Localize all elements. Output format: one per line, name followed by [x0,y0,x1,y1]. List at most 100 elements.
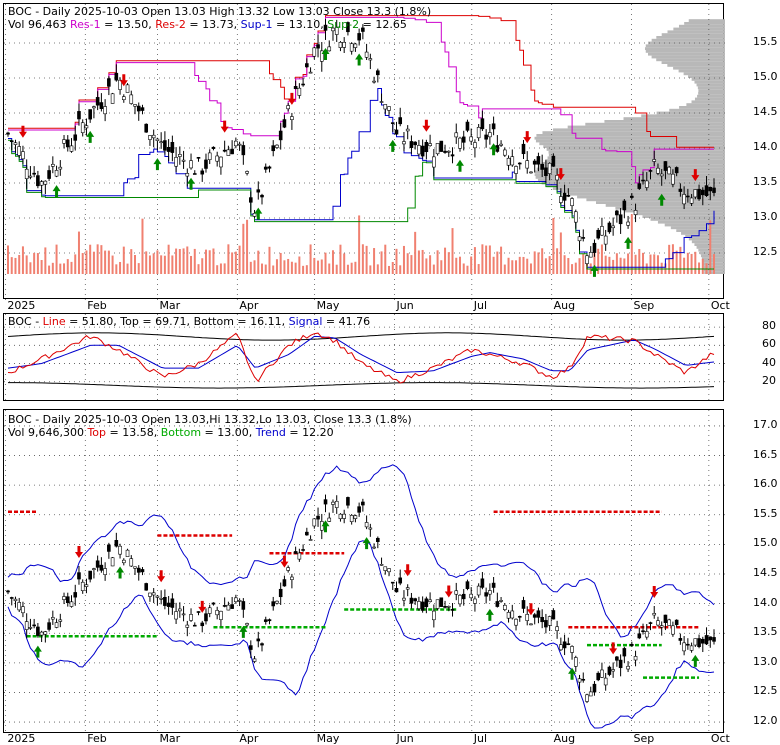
price-bar-body [424,598,429,608]
price-bar-body [420,601,425,611]
price-bar-body [305,63,309,68]
price-bar-body [536,610,541,618]
price-bar-body [121,96,126,101]
volume-bar [253,260,256,274]
volume-bar [627,253,630,274]
price-tick-label: 15.0 [753,70,778,83]
price-bar-body [525,614,530,621]
volume-bar [563,255,566,274]
volume-bar [380,251,383,274]
price-bar-body [641,630,645,633]
volume-profile-bar [560,190,725,193]
price-header-title: BOC - Daily 2025-10-03 Open 13.03 High 1… [8,5,432,18]
price-bar-body [708,636,713,641]
price-bar-body [622,648,627,657]
volume-bar [376,264,379,274]
volume-bar [130,249,133,274]
price-bar-body [69,601,74,607]
price-bar-body [618,659,623,669]
price-bar-body [368,58,373,61]
volume-bar [485,245,488,274]
volume-bar [529,263,532,274]
volume-profile-bar [650,218,725,221]
volume-bar [496,251,499,274]
volume-profile-bar [534,136,725,140]
price-bar-body [633,210,638,215]
sup2-value: = 12.65 [359,18,407,31]
price-bar-body [95,97,100,106]
volume-profile-bar [546,148,725,151]
price-bar-body [413,141,417,146]
volume-bar [25,255,28,274]
price-bar-body [107,78,111,87]
price-bar-body [443,150,447,153]
price-bar-body [506,157,511,166]
price-bar-body [21,606,25,614]
volume-profile-bar [656,111,725,115]
price-bar-body [573,657,578,667]
price-bar-body [484,134,488,140]
price-bar-body [58,619,63,622]
volume-profile-bar [547,156,725,160]
price-bar-body [24,621,29,630]
oscillator-tick-label: 20 [762,373,776,387]
price-bar-body [503,149,507,156]
line-value: = 51.80, [65,315,121,328]
volume-bar [638,249,641,274]
trend-value: = 12.20 [285,426,334,439]
price-bar-body [286,567,290,571]
bbands-tick-label: 12.5 [753,684,778,698]
price-bar-body [99,564,104,571]
price-bar-body [667,619,671,626]
month-label: Apr [239,732,259,745]
price-bar-body [383,104,388,110]
volume-profile-bar [664,223,725,227]
price-bar-body [480,118,485,130]
price-bar-body [428,143,432,147]
price-bar-body [271,601,276,607]
price-bar-body [6,590,10,593]
price-bar-body [364,51,369,58]
price-bar-body [305,531,309,536]
price-bar-body [327,46,332,52]
month-label: Jul [473,732,488,745]
price-bar-body [80,581,85,591]
volume-profile-bar [546,184,725,188]
volume-profile-bar [698,92,725,95]
price-bar-body [689,197,694,204]
volume-bar [21,246,24,274]
res2-value: = 13.73, [185,18,241,31]
volume-bar [107,250,110,274]
volume-bar [77,231,80,274]
month-label: May [316,299,340,312]
volume-bar [346,264,349,274]
oscillator-prefix: BOC - [8,315,43,328]
price-bar-body [469,136,473,142]
volume-bar [653,254,656,274]
volume-bar [171,255,174,274]
price-bar-body [267,166,272,169]
oscillator-panel: BOC - Line = 51.80, Top = 69.71, Bottom … [3,313,725,402]
volume-bar [713,254,715,274]
volume-bar [137,263,140,274]
volume-profile-bar [661,33,725,36]
up-arrow [321,47,330,60]
price-bar-body [510,610,515,619]
price-bar-body [630,644,634,646]
volume-bar [503,264,506,274]
price-bar-body [349,43,354,52]
volume-profile-bar [535,170,725,174]
volume-bar [515,260,518,274]
price-bar-body [69,145,74,152]
price-bar-body [21,151,25,160]
volume-profile-bar [536,134,725,137]
volume-bar [111,255,114,274]
volume-bar [290,261,293,274]
volume-profile-bar [644,47,725,50]
price-bar-body [260,643,264,646]
volume-bars [7,214,715,274]
price-bar-body [488,132,492,138]
volume-bar [197,264,200,274]
price-bar-body [566,195,571,197]
price-bar-body [118,545,122,555]
